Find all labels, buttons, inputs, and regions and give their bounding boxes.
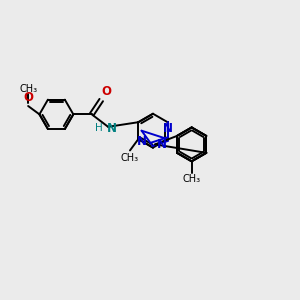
Text: CH₃: CH₃	[121, 153, 139, 163]
Text: CH₃: CH₃	[183, 174, 201, 184]
Text: O: O	[102, 85, 112, 98]
Text: N: N	[163, 122, 172, 135]
Text: CH₃: CH₃	[19, 83, 37, 94]
Text: H: H	[95, 123, 103, 133]
Text: N: N	[136, 134, 147, 148]
Text: N: N	[157, 138, 166, 151]
Text: O: O	[23, 91, 33, 104]
Text: N: N	[106, 122, 117, 135]
